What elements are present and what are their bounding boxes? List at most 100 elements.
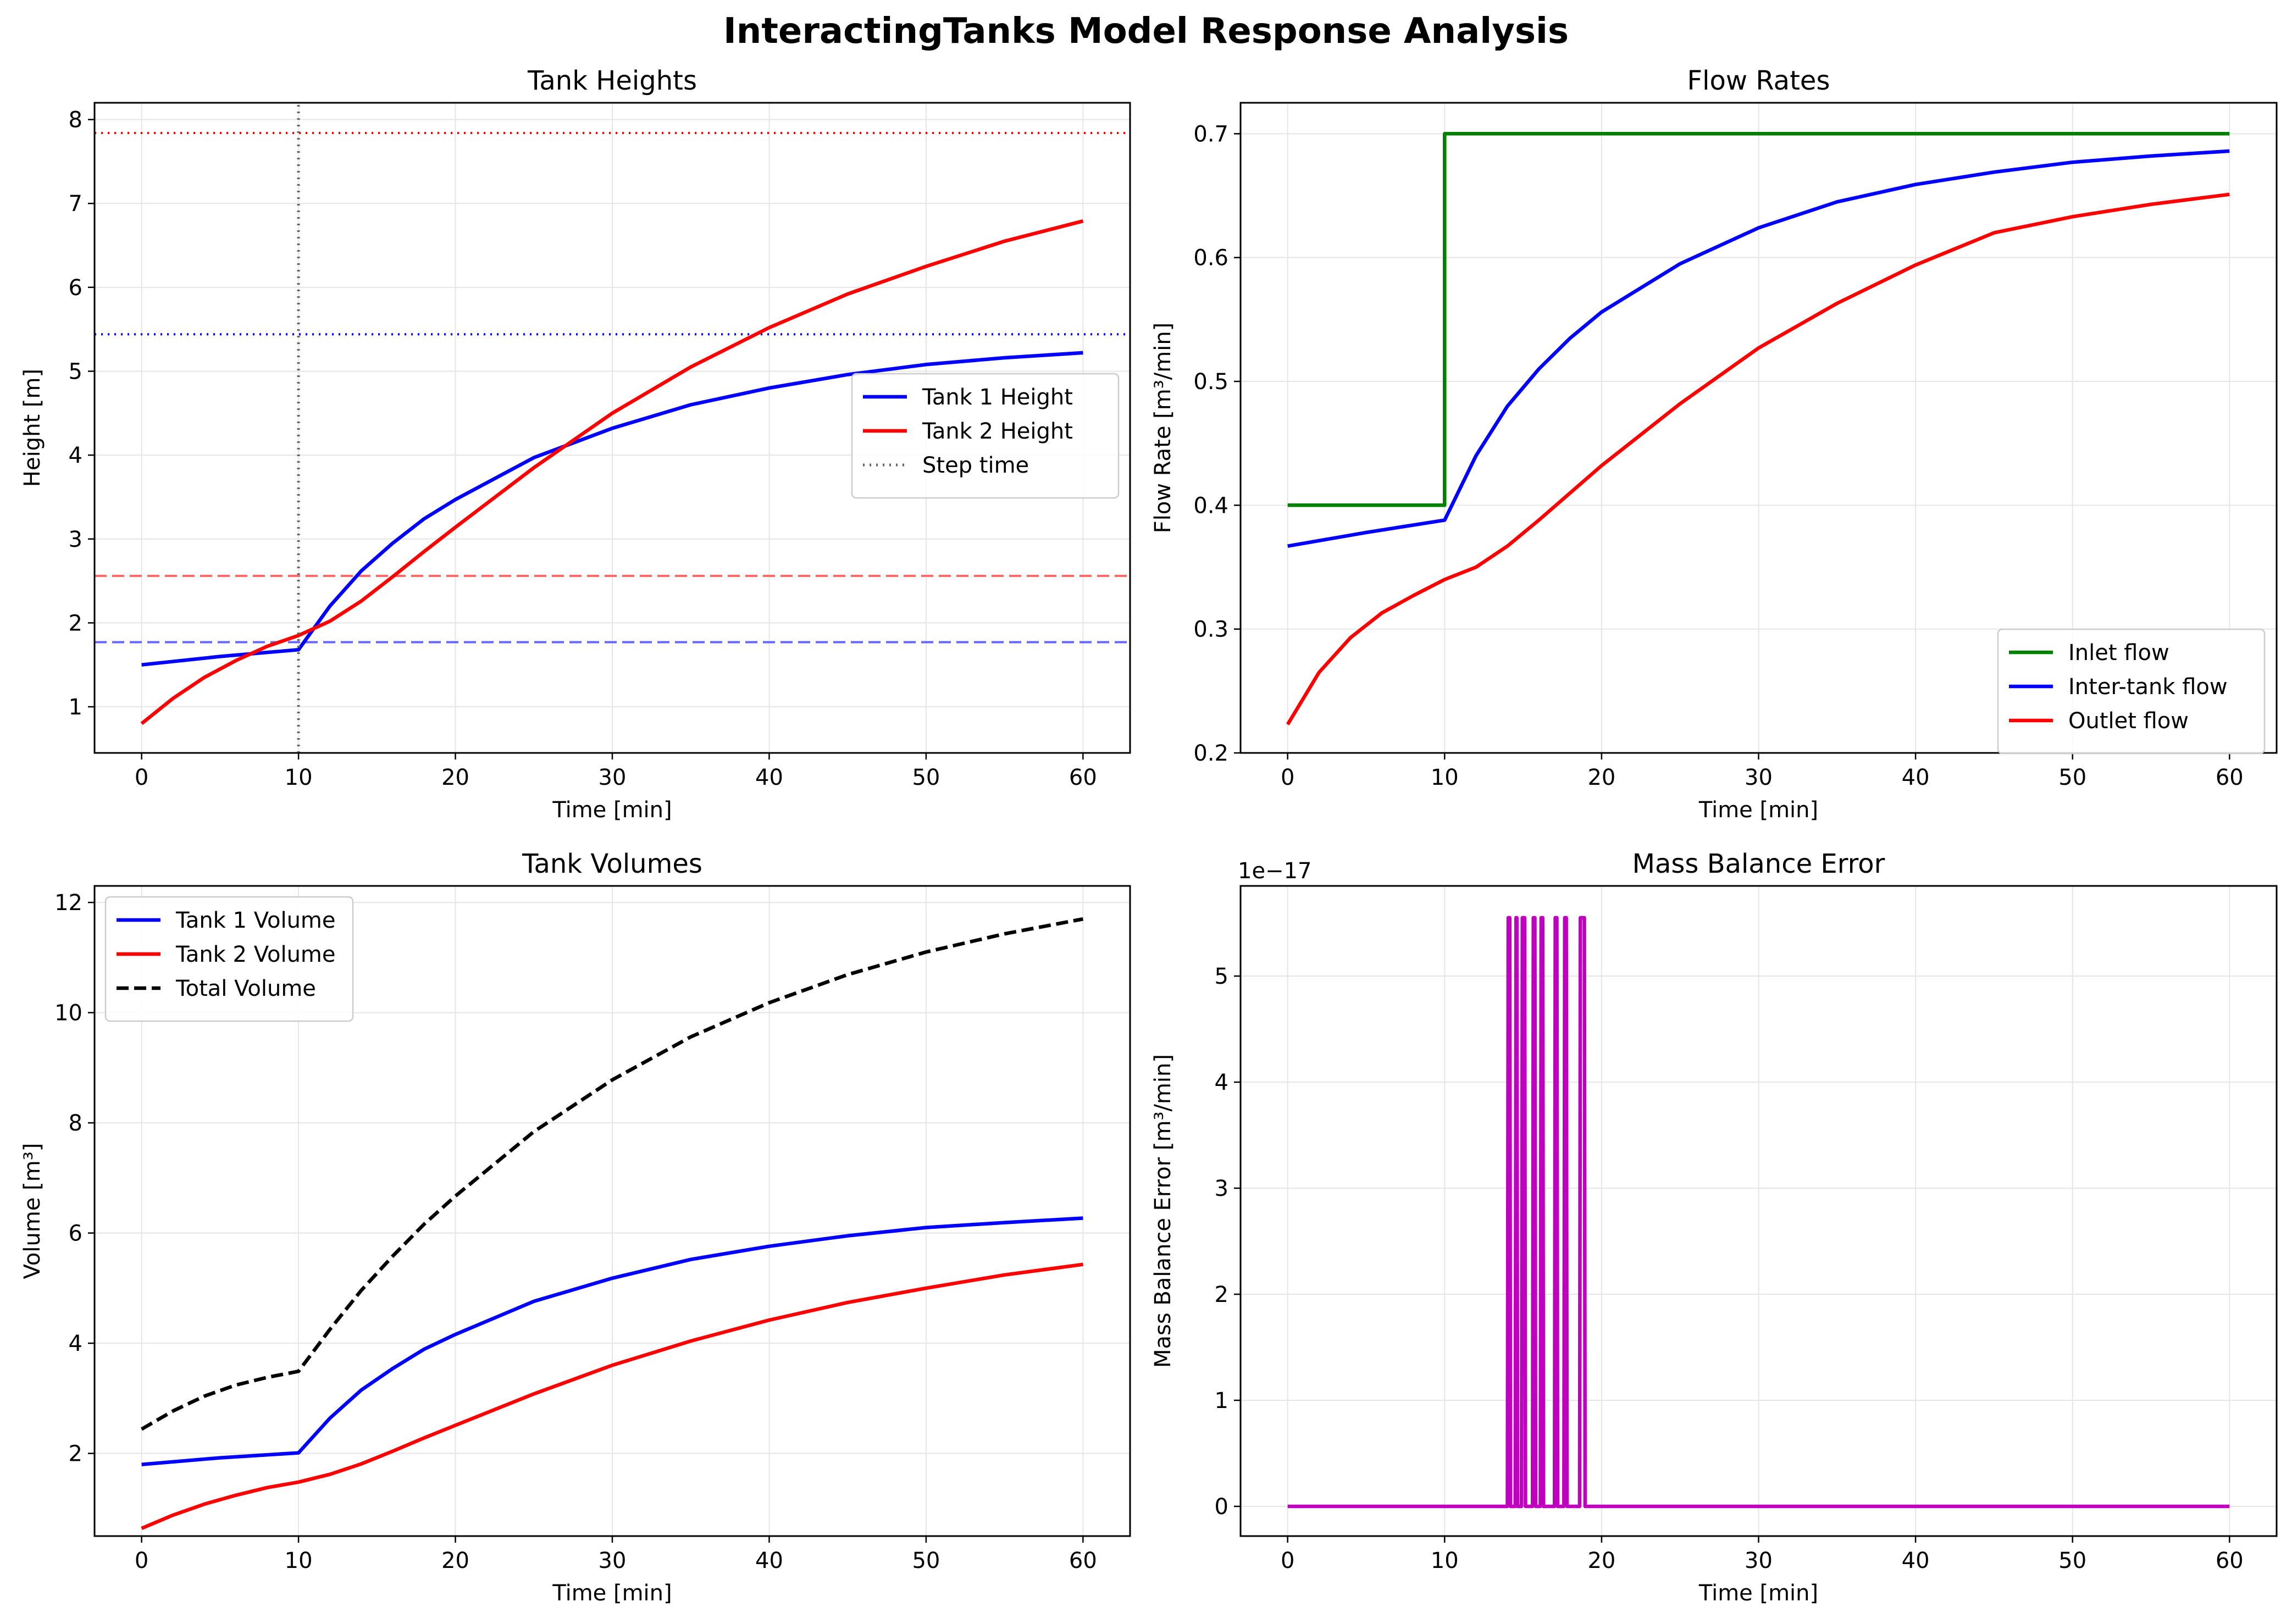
y-axis-label: Flow Rate [m³/min] [1150,323,1176,534]
y-tick-label: 0.7 [1193,121,1228,147]
y-tick-label: 0.3 [1193,617,1228,642]
legend-label: Tank 1 Height [922,385,1073,410]
series-line-3 [1286,192,2230,725]
x-axis-label: Time [min] [1698,1581,1818,1606]
legend-label: Total Volume [175,976,316,1001]
x-tick-label: 0 [135,765,148,790]
y-tick-label: 12 [54,890,82,916]
legend: Tank 1 Height Tank 2 Height Step time [851,373,1120,499]
x-axis-label: Time [min] [552,797,672,823]
legend-frame [1997,628,2266,755]
x-tick-label: 40 [1902,1548,1930,1573]
x-tick-label: 50 [2058,765,2086,790]
x-tick-label: 40 [755,1548,783,1573]
legend: Inlet flow Inter-tank flow Outlet flow [1997,628,2266,755]
y-tick-label: 10 [54,1001,82,1026]
chart-title: Tank Heights [527,65,697,96]
chart-panel-4: 0 10 20 30 40 50 60 0 1 2 3 4 5 Mass Balance Error Tim… [1150,849,2278,1606]
series-line-2 [1287,149,2230,548]
legend-label: Inter-tank flow [2068,674,2228,700]
x-tick-label: 30 [599,1548,627,1573]
x-axis-label: Time [min] [552,1581,672,1606]
plot-area [140,917,1084,1530]
legend-frame [104,896,354,1022]
series-line-1 [1287,916,2230,1509]
y-offset-text: 1e−17 [1238,858,1311,884]
y-tick-label: 2 [1215,1282,1228,1307]
plot-area [1287,916,2230,1509]
y-tick-label: 1 [1215,1388,1228,1414]
x-tick-label: 60 [1069,765,1097,790]
y-tick-label: 1 [69,695,82,720]
series-line-2 [140,219,1084,725]
x-tick-label: 10 [285,765,313,790]
x-tick-label: 40 [1902,765,1930,790]
legend-label: Inlet flow [2068,640,2169,666]
x-tick-label: 20 [441,765,469,790]
series-line-1 [141,1216,1083,1466]
plot-area [1286,132,2230,725]
y-tick-label: 5 [1215,964,1228,989]
figure-title: InteractingTanks Model Response Analysis [723,11,1569,52]
x-axis-label: Time [min] [1698,797,1818,823]
legend-label: Tank 2 Volume [175,942,336,967]
y-tick-label: 2 [69,1442,82,1467]
x-tick-label: 30 [1745,765,1773,790]
legend-label: Outlet flow [2068,708,2189,734]
series-line-3 [140,917,1084,1431]
x-tick-label: 40 [755,765,783,790]
chart-title: Mass Balance Error [1632,849,1885,879]
chart-title: Flow Rates [1687,65,1830,96]
plot-area [140,103,1084,753]
chart-panel-2: 0 10 20 30 40 50 60 0.2 0.3 0.4 0.5 0.6 0.7 Flow Rate… [1150,65,2278,823]
y-tick-label: 4 [69,1331,82,1356]
y-tick-label: 8 [69,108,82,133]
legend-label: Tank 2 Height [922,419,1073,444]
chart-panel-1: 0 10 20 30 40 50 60 1 2 3 4 5 6 7 8 Tank Heights Time [m… [20,65,1131,823]
y-tick-label: 7 [69,191,82,217]
x-tick-label: 60 [1069,1548,1097,1573]
y-axis-label: Height [m] [20,369,45,487]
y-tick-label: 8 [69,1111,82,1136]
x-tick-label: 20 [1587,765,1615,790]
x-tick-label: 0 [1281,765,1294,790]
x-tick-label: 20 [441,1548,469,1573]
x-tick-label: 0 [135,1548,148,1573]
y-axis-label: Mass Balance Error [m³/min] [1150,1054,1176,1368]
x-tick-label: 30 [1745,1548,1773,1573]
y-tick-label: 3 [1215,1176,1228,1201]
y-tick-label: 0.4 [1193,493,1228,518]
x-tick-label: 60 [2216,1548,2244,1573]
x-tick-label: 10 [1431,765,1459,790]
x-tick-label: 20 [1587,1548,1615,1573]
legend-label: Tank 1 Volume [175,908,336,933]
y-tick-label: 0.6 [1193,246,1228,271]
y-tick-label: 6 [69,275,82,301]
x-tick-label: 50 [912,765,940,790]
y-axis-label: Volume [m³] [20,1143,45,1279]
x-tick-label: 30 [599,765,627,790]
chart-panel-3: 0 10 20 30 40 50 60 2 4 6 8 10 12 Tank Volumes Time [m… [20,849,1131,1606]
legend-frame [851,373,1120,499]
x-tick-label: 50 [912,1548,940,1573]
series-line-2 [141,1262,1083,1530]
y-tick-label: 5 [69,359,82,384]
legend: Tank 1 Volume Tank 2 Volume Total Volume [104,896,354,1022]
y-tick-label: 0 [1215,1494,1228,1520]
x-tick-label: 10 [1431,1548,1459,1573]
legend-label: Step time [922,453,1029,478]
series-line-1 [1287,132,2230,507]
x-tick-label: 10 [285,1548,313,1573]
y-tick-label: 2 [69,611,82,636]
x-tick-label: 0 [1281,1548,1294,1573]
y-tick-label: 4 [69,443,82,468]
x-tick-label: 50 [2058,1548,2086,1573]
y-tick-label: 0.5 [1193,369,1228,395]
x-tick-label: 60 [2216,765,2244,790]
y-tick-label: 6 [69,1221,82,1246]
chart-title: Tank Volumes [522,849,702,879]
y-tick-label: 3 [69,527,82,552]
y-tick-label: 4 [1215,1070,1228,1095]
